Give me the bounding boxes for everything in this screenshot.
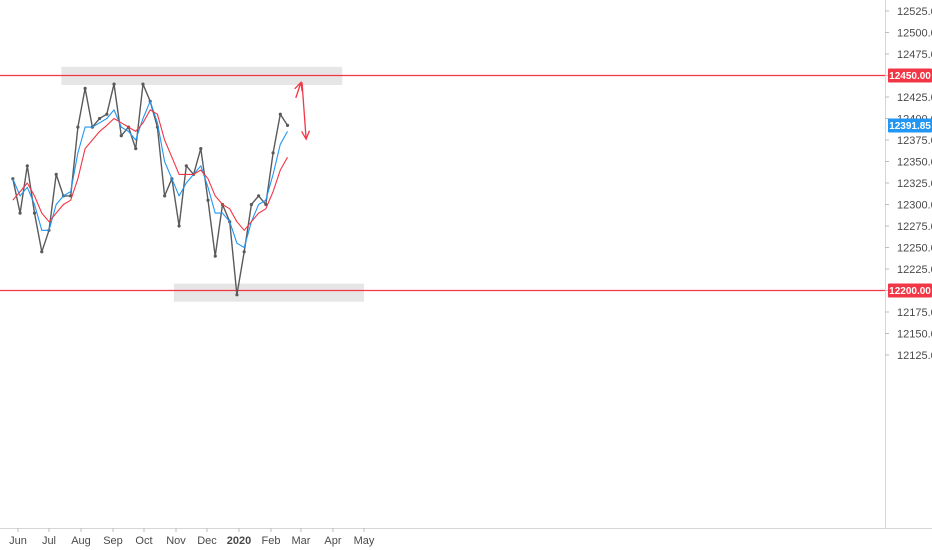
close-point-33	[249, 202, 253, 207]
price-tag-label-0: 12450.00	[889, 71, 931, 82]
price-tag-bg-0	[888, 68, 932, 83]
y-tick-label-9: 12300.00	[897, 200, 932, 212]
close-point-35	[264, 202, 268, 207]
close-point-24	[184, 164, 188, 168]
arrow-shaft-1	[301, 82, 307, 140]
x-tick-label-11: May	[354, 535, 375, 547]
x-tick-label-6: Dec	[197, 535, 217, 547]
y-tick-label-0: 12525.00	[897, 6, 932, 18]
close-point-36	[271, 151, 275, 155]
close-point-3	[32, 211, 37, 215]
x-tick-label-5: Nov	[166, 535, 186, 547]
close-point-32	[242, 250, 246, 254]
y-tick-label-15: 12150.00	[897, 329, 932, 341]
y-tick-label-12: 12225.00	[897, 264, 932, 276]
close-point-13	[105, 112, 109, 116]
close-point-17	[134, 147, 138, 151]
y-tick-label-10: 12275.00	[897, 221, 932, 233]
price-tags: 12450.00 12391.85 12200.00	[888, 68, 932, 298]
arrow-shaft-0	[295, 82, 302, 99]
close-point-18	[141, 82, 145, 86]
close-point-28	[213, 254, 217, 258]
series-ema_slow	[12, 109, 288, 231]
lines-layer	[0, 74, 885, 292]
close-point-12	[97, 116, 102, 121]
close-point-15	[119, 134, 123, 138]
x-tick-label-9: Mar	[291, 535, 310, 547]
x-tick-label-8: Feb	[262, 535, 281, 547]
series-layer	[11, 82, 290, 297]
x-tick-label-0: Jun	[9, 535, 27, 547]
y-tick-label-14: 12175.00	[897, 307, 932, 319]
close-point-14	[112, 82, 116, 86]
x-tick-label-7: 2020	[227, 535, 251, 547]
zone-1	[173, 283, 364, 302]
close-point-26	[199, 147, 203, 151]
x-tick-label-1: Jul	[42, 535, 56, 547]
y-tick-label-2: 12475.00	[897, 49, 932, 61]
arrow-head-1	[301, 130, 311, 141]
y-tick-label-7: 12350.00	[897, 157, 932, 169]
y-tick-label-4: 12425.00	[897, 92, 932, 104]
price-tag-label-2: 12200.00	[889, 286, 931, 297]
y-tick-label-16: 12125.00	[897, 350, 932, 362]
y-tick-label-1: 12500.00	[897, 28, 932, 40]
series-ema_fast	[12, 100, 288, 249]
close-point-1	[18, 211, 22, 215]
close-point-34	[257, 194, 261, 198]
close-point-31	[235, 293, 239, 297]
price-tag-bg-1	[888, 118, 932, 133]
x-tick-label-2: Aug	[71, 535, 91, 547]
x-tick-label-10: Apr	[324, 535, 341, 547]
y-tick-label-6: 12375.00	[897, 135, 932, 147]
close-point-21	[163, 194, 167, 198]
y-tick-label-8: 12325.00	[897, 178, 932, 190]
close-point-37	[278, 112, 282, 116]
close-point-27	[206, 198, 210, 202]
x-tick-label-4: Oct	[135, 535, 152, 547]
close-point-10	[83, 86, 87, 90]
time-axis[interactable]: Jun Jul Aug Sep Oct Nov Dec 2020 Feb Mar Apr May	[9, 528, 375, 547]
y-tick-label-11: 12250.00	[897, 243, 932, 255]
close-point-23	[177, 224, 181, 228]
arrows-layer	[294, 80, 311, 141]
arrow-head-0	[294, 80, 303, 92]
close-point-9	[76, 125, 80, 129]
close-point-38	[285, 123, 290, 127]
price-tag-label-1: 12391.85	[889, 121, 931, 132]
x-tick-label-3: Sep	[103, 535, 123, 547]
close-point-4	[40, 250, 44, 254]
close-point-6	[54, 172, 58, 176]
price-tag-bg-2	[888, 283, 932, 298]
close-point-2	[25, 164, 29, 168]
